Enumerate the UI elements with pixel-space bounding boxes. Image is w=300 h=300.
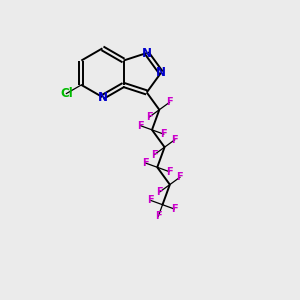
Text: F: F (177, 172, 183, 182)
Text: N: N (142, 46, 152, 59)
Text: F: F (166, 98, 173, 107)
Text: F: F (171, 135, 178, 145)
Text: Cl: Cl (60, 87, 73, 100)
Text: N: N (98, 91, 107, 103)
Text: F: F (148, 195, 154, 206)
Text: F: F (142, 158, 149, 168)
Text: F: F (151, 149, 158, 160)
Text: N: N (156, 66, 166, 79)
Text: F: F (137, 121, 144, 130)
Text: F: F (155, 212, 162, 221)
Text: F: F (160, 129, 167, 139)
Text: F: F (146, 112, 152, 122)
Text: F: F (156, 187, 163, 197)
Text: F: F (171, 204, 178, 214)
Text: F: F (166, 167, 172, 177)
